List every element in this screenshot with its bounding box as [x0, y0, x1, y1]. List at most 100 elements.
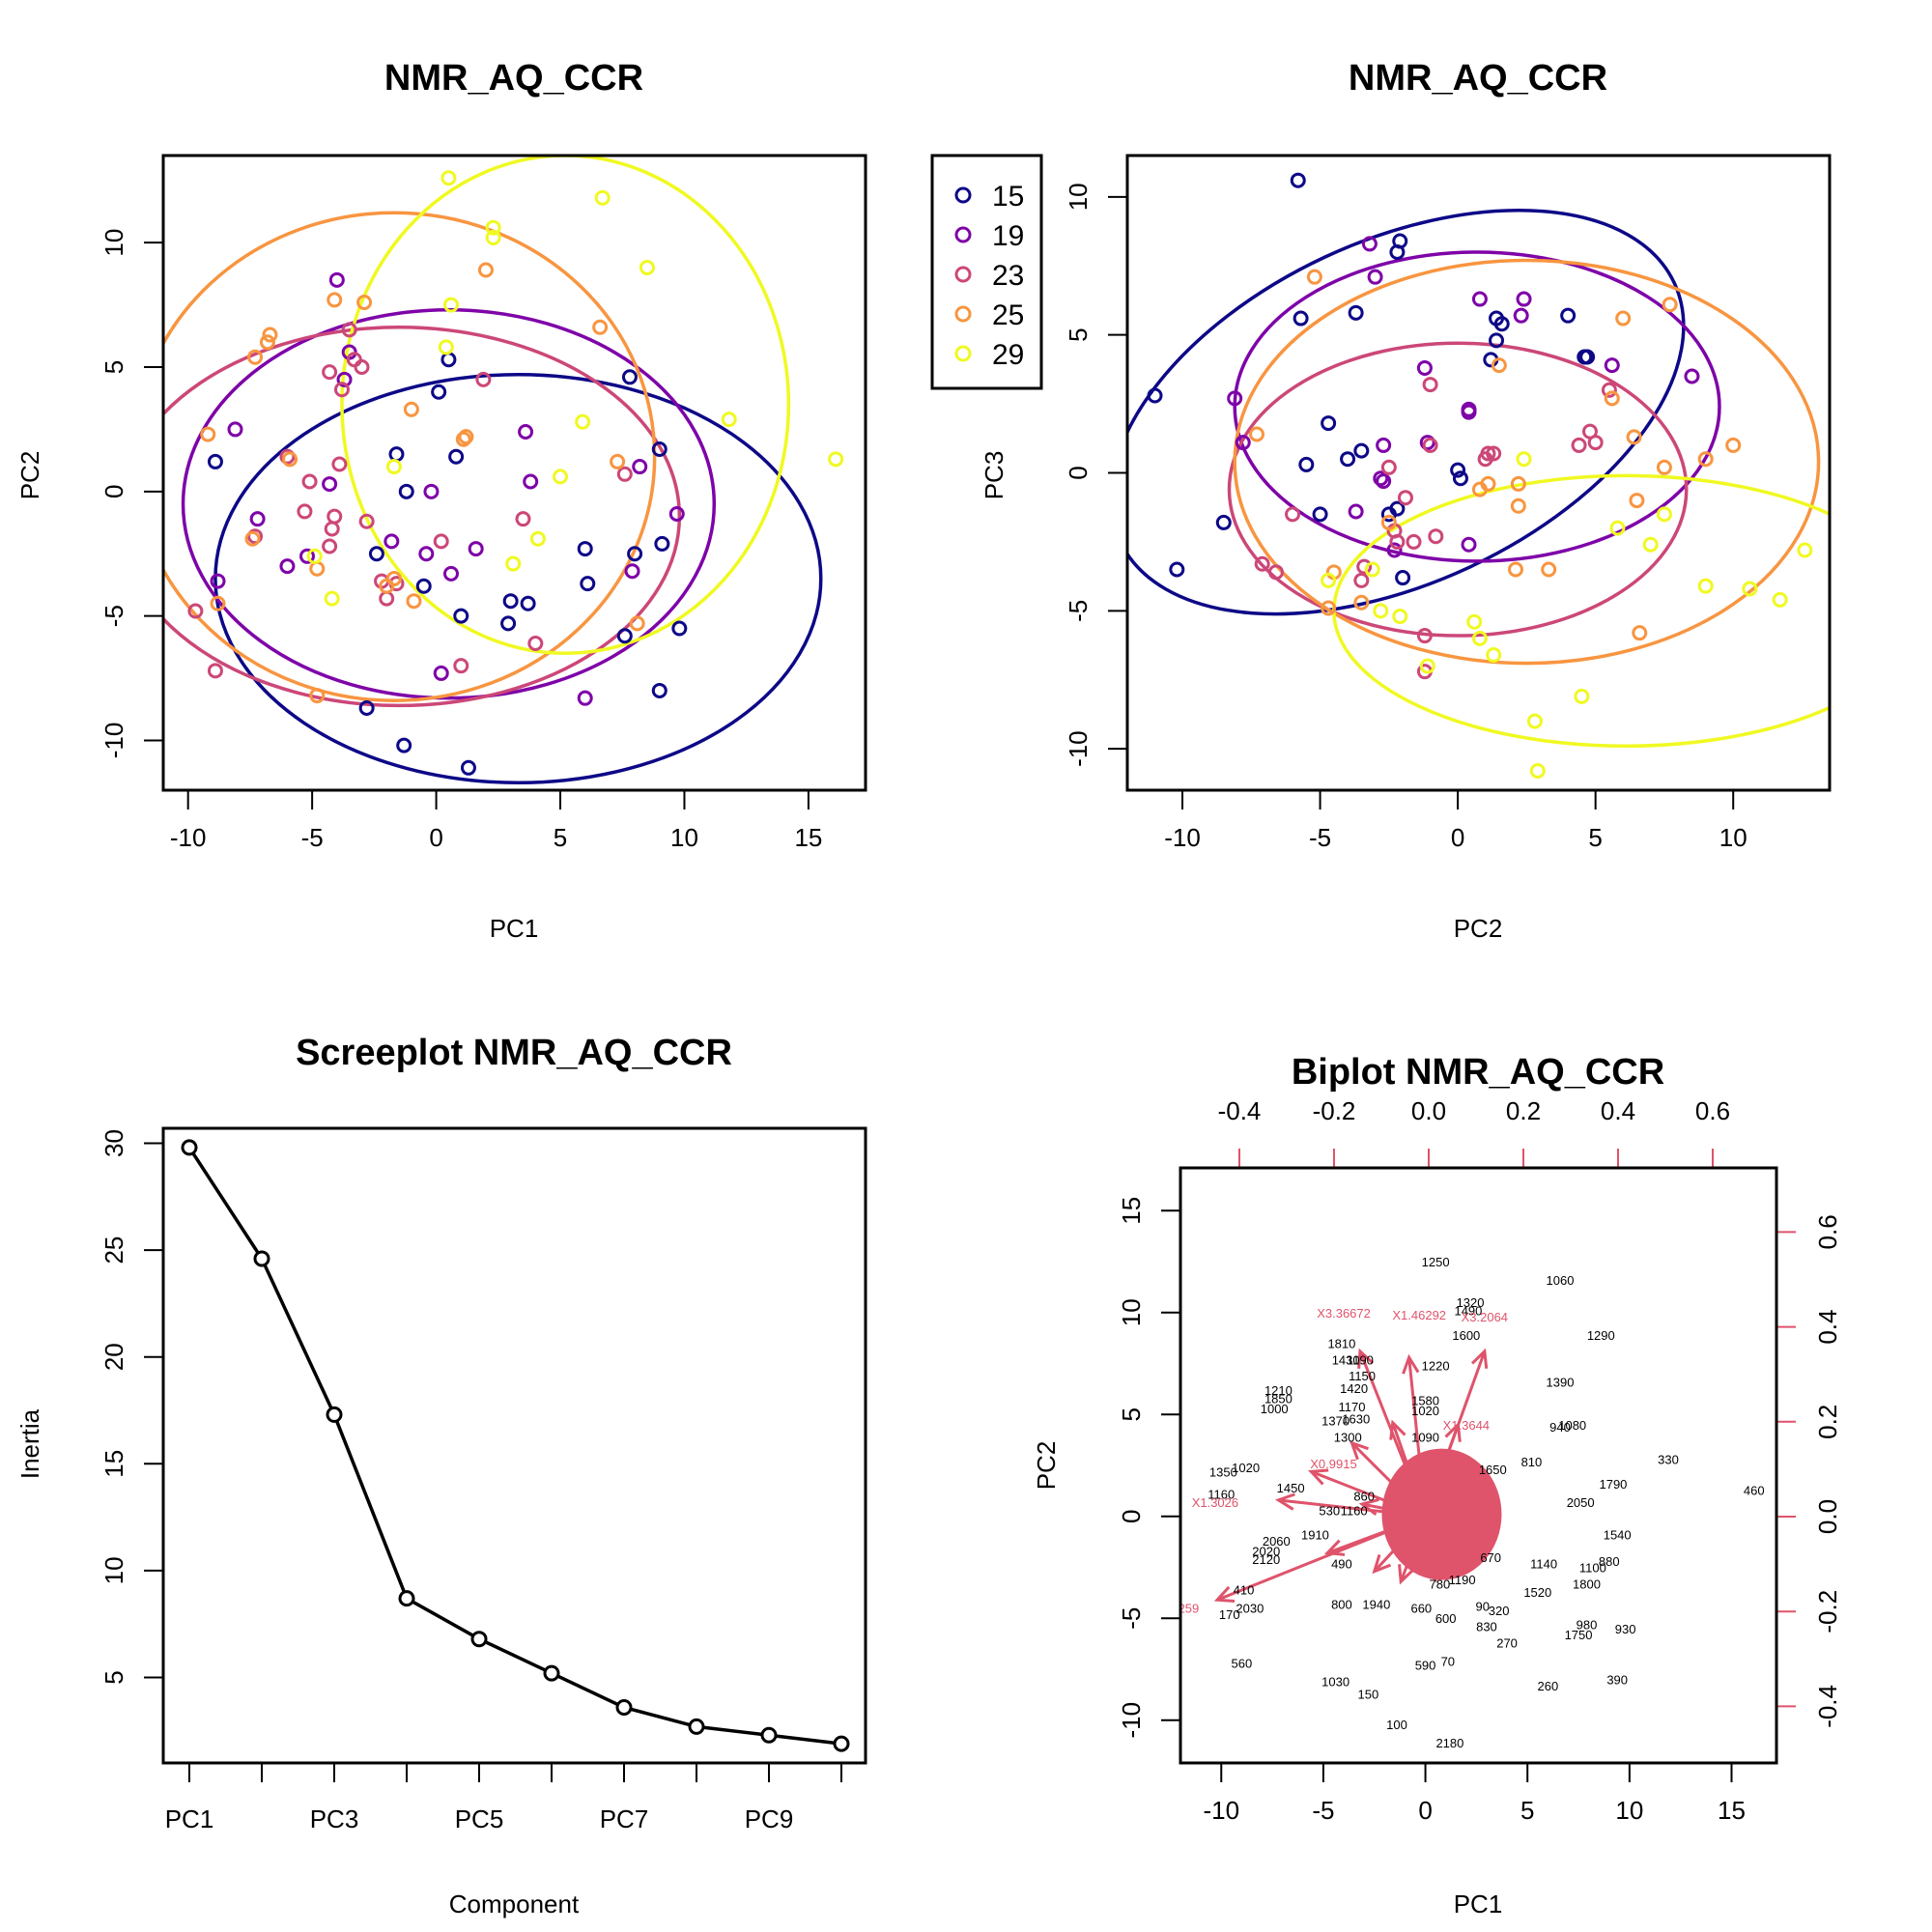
p2-point-group-29	[1697, 578, 1714, 594]
p4-sample-label: 1060	[1547, 1273, 1575, 1288]
p1-point-group-23	[379, 590, 395, 607]
p2-point-group-19	[1348, 503, 1364, 520]
p4-sample-label: 1190	[1347, 1352, 1374, 1367]
p1-ellipse-group-29	[340, 156, 791, 655]
p3-xtick-label: PC9	[745, 1804, 794, 1833]
p3-ytick-label: 5	[99, 1670, 128, 1684]
p2-point-group-23	[1285, 506, 1301, 523]
p2-point-group-29	[1797, 542, 1813, 558]
p1-point-group-25	[403, 401, 419, 417]
p1-point-group-23	[354, 359, 370, 375]
p4-ytick-label: 10	[1117, 1298, 1146, 1326]
p4-xtick-label: 0	[1418, 1796, 1432, 1825]
p4-loading-arrow	[1373, 1515, 1427, 1573]
p2-point-group-19	[1373, 470, 1389, 487]
panel-1-plot-area: -10 -5 0 5 10 15 -10 -5 0 5 10	[99, 156, 844, 852]
p4-sample-label: 90	[1475, 1600, 1489, 1614]
p4-sample-label: 1810	[1327, 1336, 1355, 1350]
p2-marks	[1127, 172, 1830, 780]
p2-point-group-25	[1626, 429, 1642, 445]
p2-point-group-25	[1306, 269, 1322, 285]
p1-point-group-23	[207, 663, 223, 679]
panel-2-ylabel: PC3	[980, 451, 1009, 500]
p2-point-group-19	[1361, 236, 1378, 252]
p2-point-group-15	[1147, 387, 1163, 404]
p4-sample-label: 1210	[1264, 1383, 1293, 1398]
p3-ytick-label: 20	[99, 1343, 128, 1371]
p4-loading-arrowhead	[1308, 1468, 1329, 1486]
p2-point-group-19	[1604, 357, 1620, 374]
p2-point-group-25	[1632, 625, 1648, 641]
p4-ytick-label: -5	[1117, 1607, 1146, 1630]
p2-point-group-25	[1321, 600, 1337, 616]
p4-ytick-label: -10	[1117, 1702, 1146, 1739]
p2-point-group-15	[1321, 415, 1337, 432]
p4-loading-arrow	[1326, 1515, 1427, 1555]
p4-right-tick-label: 0.6	[1813, 1214, 1842, 1249]
p2-point-group-19	[1386, 542, 1403, 558]
legend-label-23: 23	[992, 260, 1024, 292]
p2-point-group-23	[1571, 437, 1587, 453]
p1-point-group-23	[527, 635, 544, 651]
panel-4-ylabel: PC2	[1032, 1441, 1061, 1491]
p4-sample-label: 590	[1415, 1659, 1436, 1673]
p4-loading-arrow	[1361, 1502, 1426, 1519]
panel-1-ylabel: PC2	[15, 451, 44, 500]
p4-loading-arrow	[1424, 1464, 1472, 1518]
p2-ellipse-group-19	[1233, 250, 1721, 563]
p4-loading-arrowhead	[1453, 1463, 1473, 1483]
p2-point-group-19	[1513, 307, 1529, 324]
p1-point-group-29	[575, 413, 591, 430]
p4-loading-arrow	[1424, 1515, 1486, 1550]
p2-point-group-15	[1298, 456, 1315, 472]
p4-loading-arrowhead	[1402, 1353, 1420, 1375]
p1-point-group-29	[828, 451, 844, 468]
p2-point-group-25	[1480, 475, 1496, 492]
p1-point-group-19	[433, 665, 449, 681]
p4-ytick-label: 15	[1117, 1197, 1146, 1225]
p1-point-group-15	[580, 576, 596, 592]
p1-point-group-29	[485, 230, 501, 246]
p3-series-line	[187, 1146, 842, 1746]
panel-3-xlabel: Component	[449, 1889, 580, 1918]
p1-point-group-19	[523, 473, 539, 490]
p1-ytick-label: 5	[99, 360, 128, 374]
p4-sample-label: 1080	[1558, 1418, 1586, 1433]
p4-loading-arrow	[1407, 1357, 1428, 1517]
panel-3-title: Screeplot NMR_AQ_CCR	[296, 1033, 732, 1073]
p4-sample-label: 1790	[1599, 1477, 1627, 1492]
p2-point-group-29	[1742, 581, 1758, 597]
p1-point-group-29	[440, 170, 457, 186]
p1-point-group-23	[247, 528, 264, 545]
p1-point-group-15	[368, 546, 384, 562]
p1-point-group-23	[331, 456, 348, 472]
p1-point-group-19	[384, 533, 400, 550]
p1-point-group-19	[423, 483, 440, 499]
p2-point-group-23	[1422, 437, 1438, 453]
p2-point-group-23	[1486, 445, 1502, 462]
p4-variable-label: X1.3026	[1192, 1495, 1238, 1510]
p4-top-tick-label: -0.4	[1218, 1096, 1262, 1125]
p2-point-group-29	[1772, 591, 1788, 608]
p4-top-tick-label: 0.0	[1411, 1096, 1446, 1125]
p1-point-group-15	[448, 448, 465, 465]
p2-point-group-19	[1235, 435, 1251, 451]
p1-point-group-23	[279, 448, 296, 465]
p4-xtick-label: 5	[1520, 1796, 1534, 1825]
p4-sample-label: 1910	[1301, 1528, 1329, 1543]
p2-point-group-25	[1656, 459, 1672, 475]
p2-point-group-15	[1452, 470, 1468, 487]
p1-point-group-19	[328, 271, 345, 288]
p3-point	[253, 1250, 270, 1267]
p2-point-group-25	[1248, 426, 1264, 442]
p2-point-group-25	[1629, 493, 1645, 509]
p4-variable-label: X0.9915	[1310, 1457, 1356, 1471]
legend-marker-29	[954, 345, 972, 362]
p2-point-group-25	[1541, 561, 1557, 578]
p1-point-group-15	[358, 699, 375, 716]
p4-sample-label: 980	[1577, 1618, 1598, 1633]
p1-point-group-19	[668, 506, 685, 523]
p4-sample-label: 940	[1549, 1420, 1571, 1435]
p3-point	[760, 1726, 778, 1744]
p4-sample-label: 490	[1331, 1556, 1352, 1571]
